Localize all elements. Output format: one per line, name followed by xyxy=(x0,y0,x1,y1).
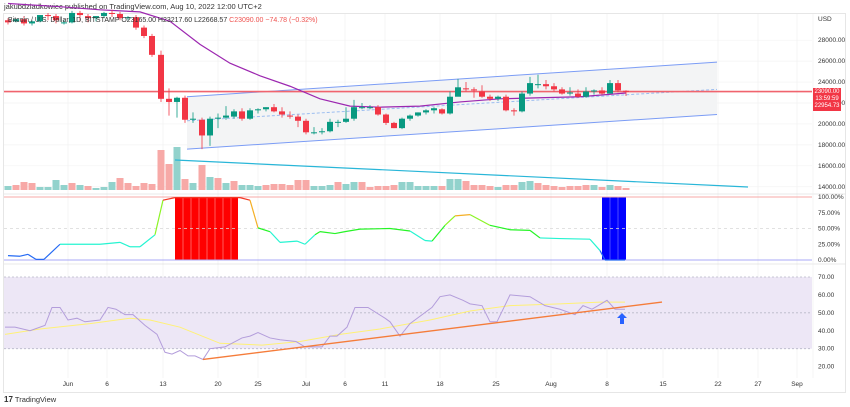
svg-text:6: 6 xyxy=(105,381,109,388)
symbol-title: Bitcoin / U.S. Dollar, 1D, BITSTAMP xyxy=(8,17,120,24)
svg-text:27: 27 xyxy=(754,381,762,388)
arrow-up-icon xyxy=(617,313,627,324)
last-price: 23090.00 xyxy=(814,89,840,95)
svg-text:22: 22 xyxy=(714,381,722,388)
svg-text:25: 25 xyxy=(492,381,500,388)
tradingview-logo[interactable]: 17 TradingView xyxy=(4,395,56,404)
publisher-line: jakubdzladkowiec published on TradingVie… xyxy=(4,2,262,11)
svg-text:25.00%: 25.00% xyxy=(818,241,840,248)
svg-text:20: 20 xyxy=(214,381,222,388)
symbol-legend: Bitcoin / U.S. Dollar, 1D, BITSTAMP O231… xyxy=(8,17,318,24)
change-value: −74.78 (−0.32%) xyxy=(265,17,318,24)
svg-text:75.00%: 75.00% xyxy=(818,210,840,217)
svg-text:30.00: 30.00 xyxy=(818,346,835,353)
svg-text:Sep: Sep xyxy=(791,381,803,388)
svg-text:40.00: 40.00 xyxy=(818,328,835,335)
svg-text:50.00: 50.00 xyxy=(818,310,835,317)
svg-text:14000.00: 14000.00 xyxy=(818,184,845,191)
svg-text:18: 18 xyxy=(436,381,444,388)
bar-countdown: 13:59:59 xyxy=(815,96,839,102)
last-price-tag: 23090.00 13:59:59 22954.73 xyxy=(813,88,841,111)
svg-text:50.00%: 50.00% xyxy=(818,226,840,233)
svg-text:28000.00: 28000.00 xyxy=(818,37,845,44)
svg-text:25: 25 xyxy=(254,381,262,388)
tradingview-logo-icon: 17 xyxy=(4,395,13,404)
svg-text:26000.00: 26000.00 xyxy=(818,58,845,65)
svg-text:Jul: Jul xyxy=(302,381,311,388)
svg-text:11: 11 xyxy=(382,381,389,388)
ma-price: 22954.73 xyxy=(814,103,840,109)
ohlc-values: O23165.00 H23217.60 L22668.57 xyxy=(121,17,228,24)
svg-text:13: 13 xyxy=(159,381,167,388)
svg-text:18000.00: 18000.00 xyxy=(818,142,845,149)
tradingview-brand: TradingView xyxy=(14,395,57,404)
svg-text:8: 8 xyxy=(605,381,609,388)
svg-text:100.00%: 100.00% xyxy=(818,194,844,201)
svg-text:20.00: 20.00 xyxy=(818,364,835,371)
close-value: C23090.00 xyxy=(229,17,264,24)
svg-text:16000.00: 16000.00 xyxy=(818,163,845,170)
svg-text:15: 15 xyxy=(659,381,667,388)
svg-text:Jun: Jun xyxy=(63,381,74,388)
svg-text:60.00: 60.00 xyxy=(818,292,835,299)
svg-text:Aug: Aug xyxy=(545,381,557,388)
svg-text:6: 6 xyxy=(343,381,347,388)
svg-text:USD: USD xyxy=(818,16,832,23)
svg-text:20000.00: 20000.00 xyxy=(818,121,845,128)
svg-text:0.00%: 0.00% xyxy=(818,257,837,264)
chart-frame xyxy=(3,13,846,393)
candles xyxy=(5,9,629,150)
svg-text:24000.00: 24000.00 xyxy=(818,79,845,86)
svg-text:70.00: 70.00 xyxy=(818,274,835,281)
